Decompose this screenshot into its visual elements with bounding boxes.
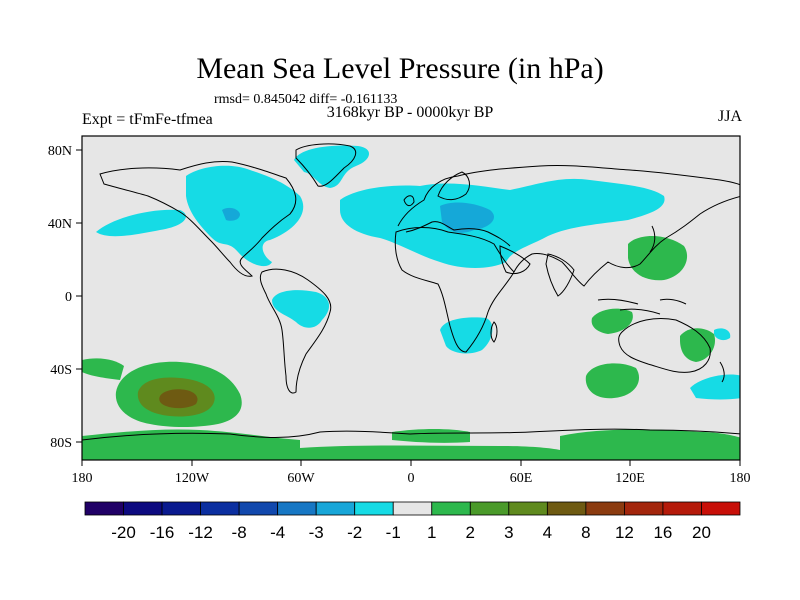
colorbar-swatch-0 [84, 501, 124, 516]
lon-label-60e: 60E [510, 471, 533, 486]
colorbar-label-9: 2 [466, 523, 475, 542]
colorbar-swatch-12 [546, 501, 587, 516]
lat-label-80s: 80S [50, 436, 72, 451]
antarctica-coastline [82, 428, 740, 441]
west-pacific-positive-area [628, 235, 688, 281]
longitude-axis [81, 460, 741, 466]
japan-coastline [649, 225, 656, 253]
map-title: Mean Sea Level Pressure (in hPa) [196, 52, 604, 85]
lat-label-40s: 40S [50, 363, 72, 378]
scandinavia-coastline [437, 171, 470, 201]
north-america-coastline [99, 161, 297, 277]
colorbar-label-13: 12 [615, 523, 634, 542]
experiment-label: Expt = tFmFe-tfmea [82, 111, 213, 128]
colorbar-label-0: -20 [111, 523, 136, 542]
colorbar-swatch-1 [123, 501, 163, 516]
colorbar-label-8: 1 [427, 523, 436, 542]
colorbar-swatch-7 [354, 501, 394, 516]
south-indian-positive-area [585, 363, 640, 399]
antarctic-mid-positive-band [300, 445, 560, 460]
lon-label-180e: 180 [730, 471, 751, 486]
antarctic-ross-positive-band [560, 429, 740, 460]
colorbar-swatch-15 [662, 501, 702, 516]
colorbar-label-4: -4 [270, 523, 285, 542]
australia-positive-area [680, 328, 716, 362]
lat-label-0: 0 [65, 290, 72, 305]
new-zealand-coastline [719, 361, 725, 383]
south-america-negative-area [272, 290, 330, 328]
greenland-coastline [295, 143, 357, 187]
stats-line: rmsd= 0.845042 diff= -0.161133 [214, 92, 398, 107]
uk-coastline [403, 195, 415, 207]
lat-label-80n: 80N [48, 144, 72, 159]
colorbar-swatch-6 [315, 501, 356, 516]
colorbar-swatch-4 [238, 501, 279, 516]
antarctic-east-positive-band [392, 429, 470, 443]
coastlines [82, 143, 740, 441]
australia-coastline [618, 318, 711, 373]
colorbar-swatch-10 [469, 501, 510, 516]
colorbar-label-1: -16 [150, 523, 175, 542]
lon-label-120e: 120E [615, 471, 645, 486]
north-america-core-area [222, 207, 240, 221]
latitude-axis [76, 149, 82, 443]
south-africa-negative-area [440, 317, 493, 354]
india-coastline [545, 253, 575, 297]
colorbar-swatch-2 [161, 501, 201, 516]
colorbar-swatch-3 [200, 501, 240, 516]
lon-label-0: 0 [408, 471, 415, 486]
south-pacific-positive-area [82, 358, 124, 380]
colorbar-label-12: 8 [581, 523, 590, 542]
lat-label-40n: 40N [48, 217, 72, 232]
colorbar: -20 -16 -12 -8 -4 -3 -2 -1 1 2 3 4 8 12 16 20 [84, 501, 741, 542]
lon-label-180w: 180 [72, 471, 93, 486]
greenland-negative-area [294, 145, 370, 188]
southern-ocean-negative-area [690, 374, 740, 400]
africa-coastline [394, 227, 515, 353]
colorbar-label-6: -2 [347, 523, 362, 542]
season-label: JJA [717, 108, 742, 125]
new-zealand-negative-area [714, 328, 731, 341]
colorbar-label-15: 20 [692, 523, 711, 542]
colorbar-label-7: -1 [386, 523, 401, 542]
colorbar-label-11: 4 [543, 523, 552, 542]
north-america-negative-area [186, 165, 304, 267]
indonesia-coastline [597, 298, 687, 315]
colorbar-label-5: -3 [309, 523, 324, 542]
colorbar-label-3: -8 [232, 523, 247, 542]
colorbar-label-2: -12 [188, 523, 213, 542]
colorbar-swatch-16 [701, 501, 741, 516]
colorbar-label-14: 16 [653, 523, 672, 542]
period-label: 3168kyr BP - 0000kyr BP [326, 104, 494, 121]
eurasia-coastline [397, 164, 740, 287]
colorbar-swatch-14 [624, 501, 664, 516]
lon-label-60w: 60W [287, 471, 315, 486]
colorbar-swatch-8 [392, 501, 433, 516]
lon-label-120w: 120W [175, 471, 210, 486]
colorbar-label-10: 3 [504, 523, 513, 542]
colorbar-swatch-11 [508, 501, 548, 516]
colorbar-swatch-9 [431, 501, 471, 516]
antarctic-positive-band [82, 429, 300, 460]
north-pacific-negative-area [96, 209, 186, 237]
colorbar-swatch-13 [585, 501, 625, 516]
indian-ocean-positive-area [591, 308, 633, 334]
arabia-coastline [499, 245, 531, 275]
south-pacific-brown-core [159, 389, 198, 409]
colorbar-swatch-5 [277, 501, 317, 516]
madagascar-coastline [490, 321, 498, 343]
south-america-coastline [259, 268, 332, 394]
mediterranean-core-area [440, 202, 495, 233]
